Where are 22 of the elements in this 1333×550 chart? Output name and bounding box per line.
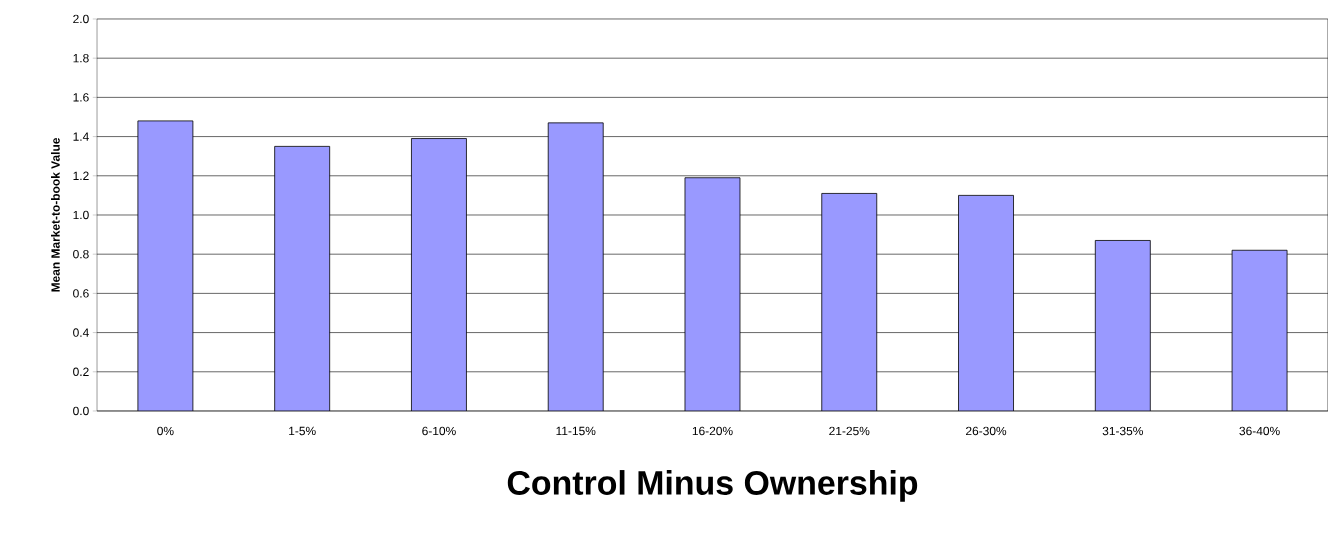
- x-tick-label: 11-15%: [556, 426, 596, 436]
- y-axis-title: Mean Market-to-book Value: [51, 138, 60, 292]
- y-tick-label: 1.4: [73, 132, 89, 141]
- x-tick-label: 6-10%: [422, 426, 456, 436]
- x-tick-label: 26-30%: [966, 426, 1007, 436]
- y-tick-label: 0.0: [73, 406, 89, 416]
- y-tick-label: 2.0: [73, 14, 89, 24]
- y-tick-label: 1.8: [73, 53, 89, 63]
- x-tick-label: 36-40%: [1239, 426, 1280, 436]
- x-tick-label: 0%: [157, 426, 174, 436]
- y-tick-label: 0.8: [73, 249, 89, 259]
- y-tick-label: 0.4: [73, 328, 89, 337]
- x-axis-title: Control Minus Ownership: [507, 470, 918, 502]
- y-tick-label: 1.0: [73, 210, 89, 220]
- x-tick-label: 1-5%: [289, 426, 316, 436]
- x-tick-label: 16-20%: [692, 426, 733, 436]
- y-tick-label: 1.6: [73, 93, 89, 102]
- y-tick-label: 0.2: [73, 367, 89, 377]
- x-tick-label: 31-35%: [1102, 426, 1143, 436]
- y-tick-label: 0.6: [73, 289, 89, 298]
- y-tick-label: 1.2: [73, 171, 89, 180]
- x-tick-label: 21-25%: [829, 426, 870, 436]
